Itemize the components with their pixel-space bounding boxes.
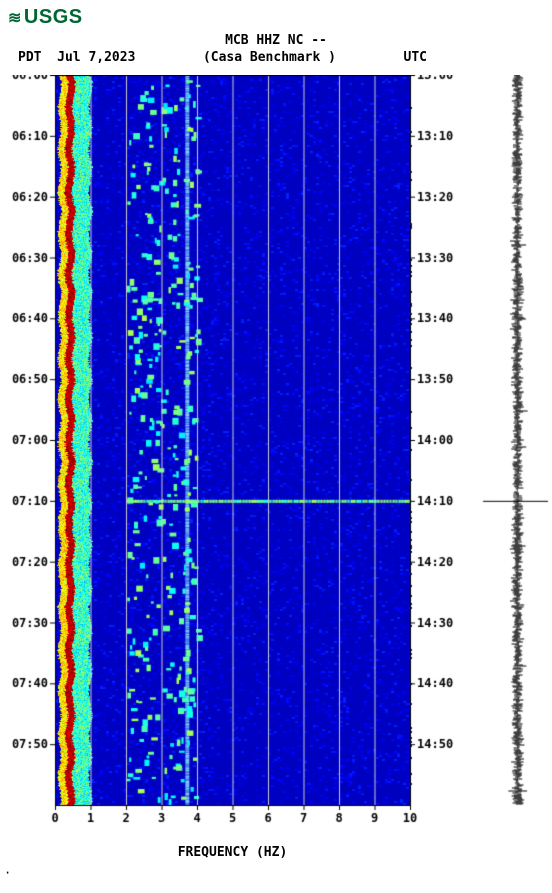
title-row: MCB HHZ NC --	[0, 29, 552, 48]
logo-text: USGS	[24, 6, 83, 28]
date: Jul 7,2023	[57, 50, 135, 65]
station-line: MCB HHZ NC --	[0, 33, 552, 48]
spectrogram-canvas	[0, 75, 552, 845]
right-tz: UTC	[404, 50, 542, 65]
sub-row: PDT Jul 7,2023 (Casa Benchmark ) UTC	[0, 50, 552, 65]
left-tz-date: PDT Jul 7,2023	[18, 50, 135, 65]
chart-area	[0, 75, 552, 845]
x-axis-label: FREQUENCY (HZ)	[0, 845, 410, 860]
wave-icon: ≋	[8, 8, 22, 28]
usgs-logo: ≋USGS	[0, 0, 552, 29]
location: (Casa Benchmark )	[135, 50, 403, 65]
left-tz: PDT	[18, 50, 41, 65]
footer-mark: ·	[0, 866, 552, 880]
